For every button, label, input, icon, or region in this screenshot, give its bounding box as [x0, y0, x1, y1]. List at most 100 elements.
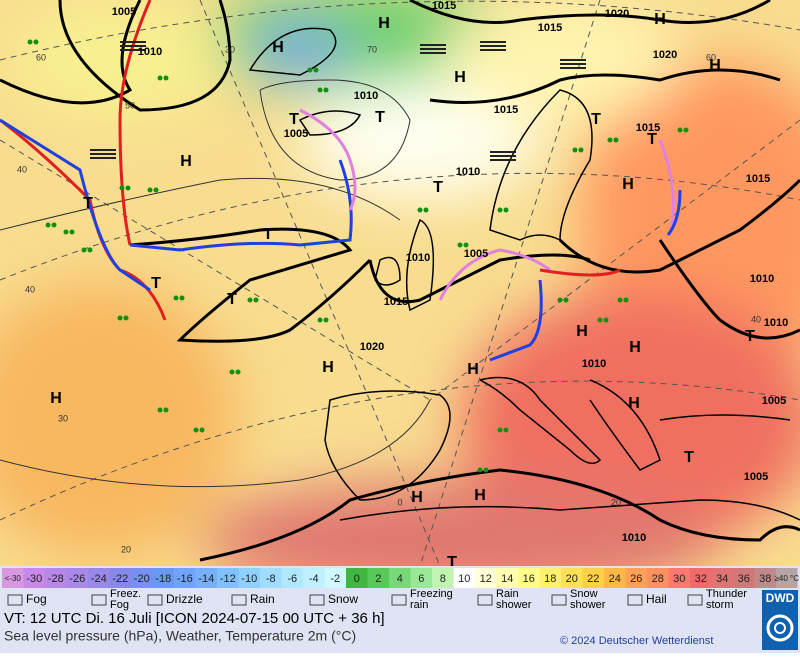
scale-cell: [496, 568, 518, 588]
isobar-label: 1010: [750, 273, 774, 285]
scale-cell: [238, 568, 260, 588]
scale-label: 8: [440, 573, 446, 585]
isobar-label: 1005: [112, 6, 136, 18]
rain-symbol: [157, 75, 163, 81]
isobar-label: 1005: [762, 395, 786, 407]
scale-cell: [475, 568, 497, 588]
scale-label: 22: [587, 573, 599, 585]
scale-cell: [324, 568, 346, 588]
dwd-logo-swirl: [766, 614, 794, 642]
scale-cell: [66, 568, 88, 588]
rain-symbol: [307, 67, 313, 73]
pressure-center: H: [576, 323, 588, 340]
scale-label: 20: [566, 573, 578, 585]
isotherm-label: 50: [125, 100, 135, 110]
scale-cell: [217, 568, 239, 588]
scale-label: 6: [418, 573, 424, 585]
pressure-center: H: [50, 390, 62, 407]
rain-symbol: [163, 75, 169, 81]
scale-label: -18: [155, 573, 171, 585]
isobar-label: 1020: [605, 8, 629, 20]
rain-symbol: [317, 317, 323, 323]
scale-label: 12: [480, 573, 492, 585]
scale-label: -10: [241, 573, 257, 585]
isobar-label: 1015: [636, 122, 660, 134]
scale-cell: [195, 568, 217, 588]
scale-cell: [410, 568, 432, 588]
scale-cell: [23, 568, 45, 588]
dwd-logo-swirl: [774, 622, 786, 634]
scale-cell: [668, 568, 690, 588]
scale-label: 24: [609, 573, 621, 585]
symbol-label: storm: [706, 599, 734, 611]
rain-symbol: [603, 317, 609, 323]
coastlines: [248, 27, 800, 521]
scale-cell: [453, 568, 475, 588]
scale-cell: [690, 568, 712, 588]
scale-label: 0: [354, 573, 360, 585]
rain-symbol: [193, 427, 199, 433]
isobar-label: 1010: [406, 252, 430, 264]
pressure-center: H: [378, 15, 390, 32]
rain-symbol: [179, 295, 185, 301]
scale-label: 36: [738, 573, 750, 585]
pressure-center: H: [272, 39, 284, 56]
scale-label: -30: [26, 573, 42, 585]
scale-cell: [432, 568, 454, 588]
rain-symbol: [572, 147, 578, 153]
scale-label: 14: [501, 573, 513, 585]
isotherm-label: 30: [225, 44, 235, 54]
isotherm-label: 0: [397, 497, 402, 507]
rain-symbol: [497, 207, 503, 213]
rain-symbol: [497, 427, 503, 433]
rain-symbol: [503, 427, 509, 433]
color-scale: <-30 -30 -28 -26 -24 -22 -20 -18 -16 -14 -12 -10 -8-…: [2, 568, 799, 588]
weather-symbols: [27, 39, 689, 473]
scale-cell: [604, 568, 626, 588]
rain-symbol: [229, 369, 235, 375]
scale-cell: [2, 568, 24, 588]
scale-cell: [647, 568, 669, 588]
rain-symbol: [463, 242, 469, 248]
pressure-center: T: [151, 275, 161, 292]
scale-label: 26: [630, 573, 642, 585]
rain-symbol: [87, 247, 93, 253]
pressure-center: H: [180, 153, 192, 170]
pressure-center: T: [745, 328, 755, 345]
symbol-icon: [477, 594, 493, 606]
scale-label: 34: [716, 573, 728, 585]
rain-symbol: [578, 147, 584, 153]
rain-symbol: [623, 297, 629, 303]
rain-symbol: [153, 187, 159, 193]
pressure-center: T: [263, 226, 273, 243]
scale-cell: [281, 568, 303, 588]
rain-symbol: [607, 137, 613, 143]
isobar-label: 1010: [138, 46, 162, 58]
isobar-label: 1010: [456, 166, 480, 178]
scale-cell: [518, 568, 540, 588]
rain-symbol: [247, 297, 253, 303]
pressure-center: H: [628, 395, 640, 412]
symbol-icon: [391, 594, 407, 606]
temperature-field: [0, 0, 800, 600]
isobar-label: 1010: [354, 90, 378, 102]
rain-symbol: [563, 297, 569, 303]
symbol-icon: [7, 594, 23, 606]
symbol-label: shower: [570, 599, 606, 611]
symbol-icon: [551, 594, 567, 606]
symbol-label: Thunder: [706, 588, 747, 600]
pressure-center: H: [467, 361, 479, 378]
rain-symbol: [317, 87, 323, 93]
pressure-center: T: [433, 179, 443, 196]
scale-label: 16: [523, 573, 535, 585]
isobar-label: 1005: [284, 128, 308, 140]
scale-label: ≥40 °C: [775, 574, 800, 583]
scale-cell: [733, 568, 755, 588]
scale-label: -24: [91, 573, 107, 585]
symbol-label: Hail: [646, 592, 667, 606]
scale-label: 38: [759, 573, 771, 585]
pressure-center: T: [447, 554, 457, 571]
rain-symbol: [613, 137, 619, 143]
scale-cell: [367, 568, 389, 588]
rain-symbol: [483, 467, 489, 473]
